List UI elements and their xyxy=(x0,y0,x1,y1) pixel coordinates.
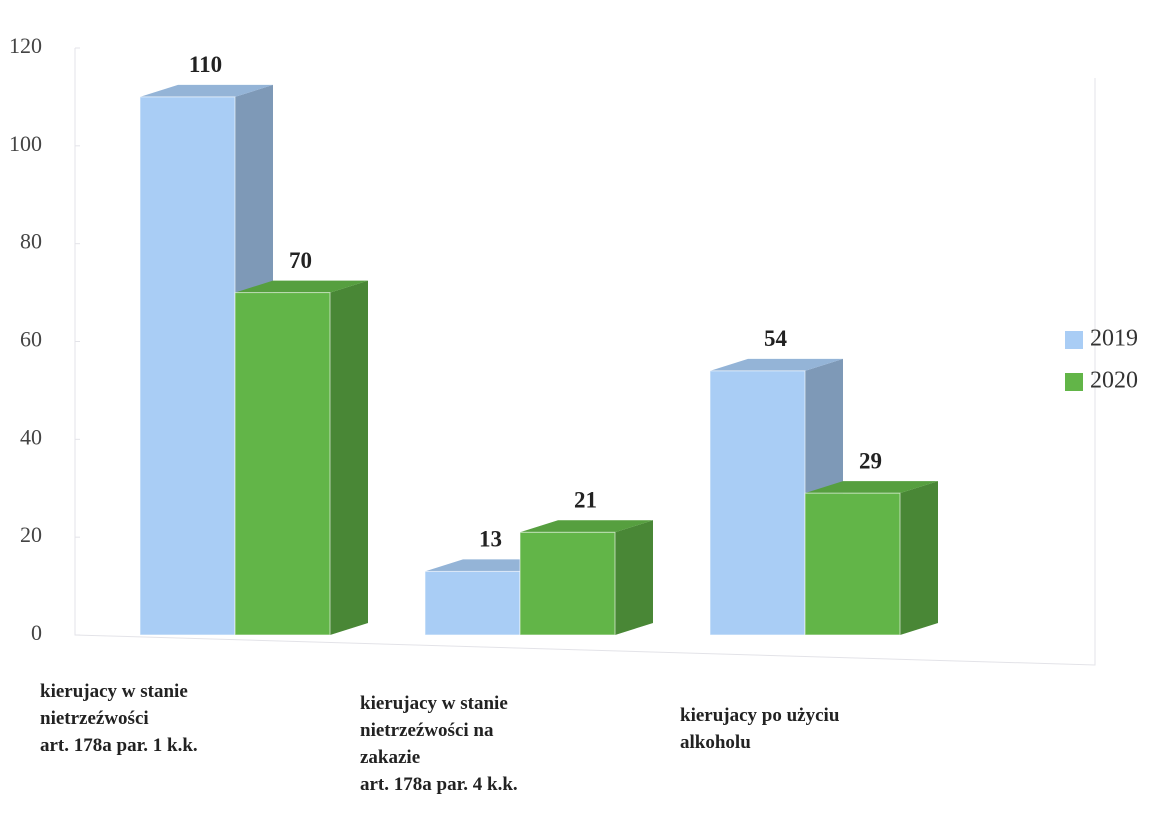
bar-top xyxy=(520,520,653,533)
legend-label: 2020 xyxy=(1090,368,1138,394)
bar-side-shade xyxy=(615,520,653,635)
data-label: 29 xyxy=(859,448,882,473)
bar-top xyxy=(710,358,843,371)
bar-front xyxy=(519,531,616,636)
y-tick-label: 20 xyxy=(20,522,42,547)
bar-top xyxy=(235,280,368,293)
bar-top xyxy=(805,481,938,494)
bar-side xyxy=(900,481,938,635)
bar-front xyxy=(709,370,806,636)
x-tick-label: kierujacy po użyciu alkoholu xyxy=(680,705,840,753)
bar xyxy=(519,520,653,636)
bar-top-shade xyxy=(520,520,653,533)
bar-top-shade xyxy=(140,84,273,97)
bar-front xyxy=(234,292,331,636)
bar-top-shade xyxy=(235,280,368,293)
data-label: 21 xyxy=(574,488,597,513)
bar-side xyxy=(615,520,653,635)
x-tick-label: kierujacy w stanie nietrzeźwości art. 17… xyxy=(40,681,198,756)
bar-side-shade xyxy=(330,280,368,635)
y-tick-label: 80 xyxy=(20,229,42,254)
data-label: 110 xyxy=(189,52,222,77)
y-tick-label: 120 xyxy=(9,33,42,58)
legend-label: 2019 xyxy=(1090,326,1138,352)
data-label: 70 xyxy=(289,248,312,273)
legend-swatch xyxy=(1065,373,1083,391)
data-label: 54 xyxy=(764,326,788,351)
data-label: 13 xyxy=(479,527,502,552)
legend-swatch xyxy=(1065,331,1083,349)
bar-top-shade xyxy=(805,481,938,494)
y-tick-label: 60 xyxy=(20,327,42,352)
bar-front xyxy=(424,570,521,636)
x-tick-label: kierujacy w stanie nietrzeźwości na zaka… xyxy=(360,693,518,795)
bar-top-shade xyxy=(710,358,843,371)
bar xyxy=(804,481,938,636)
y-tick-label: 0 xyxy=(31,620,42,645)
y-tick-label: 40 xyxy=(20,424,42,449)
bar-front xyxy=(804,492,901,636)
bar-front xyxy=(139,96,236,636)
bar xyxy=(234,280,368,636)
bar-top xyxy=(140,84,273,97)
y-tick-label: 100 xyxy=(9,131,42,156)
bar-side-shade xyxy=(900,481,938,635)
bar-side xyxy=(330,280,368,635)
